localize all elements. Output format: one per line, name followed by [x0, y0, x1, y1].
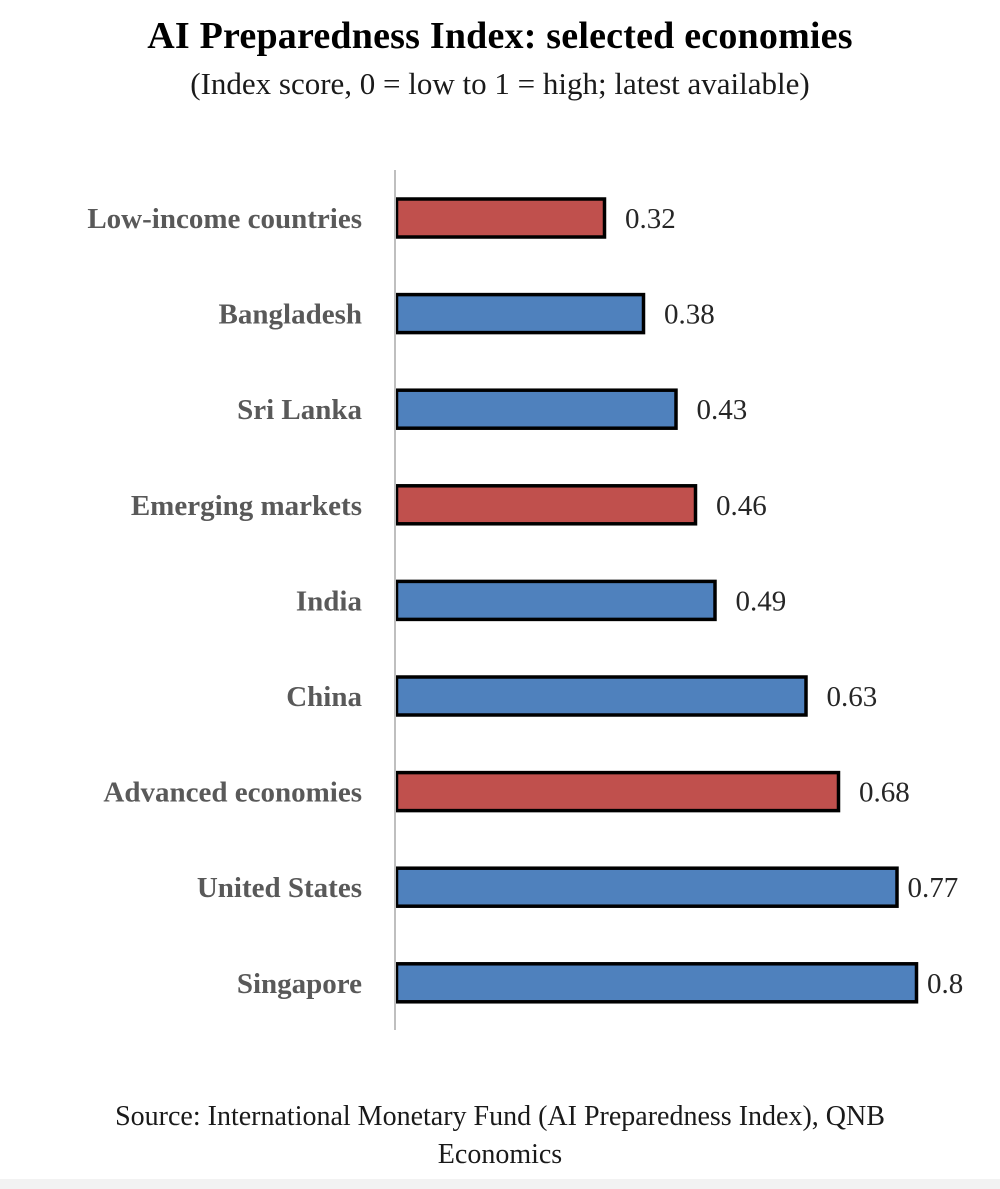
bar-6 — [394, 770, 841, 813]
value-label-5: 0.63 — [827, 681, 878, 713]
category-label-5: China — [286, 681, 362, 713]
value-label-1: 0.38 — [664, 299, 715, 331]
value-label-8: 0.8 — [927, 968, 963, 1000]
value-label-0: 0.32 — [625, 203, 676, 235]
category-label-8: Singapore — [237, 968, 362, 1000]
bar-4 — [394, 579, 717, 622]
value-label-4: 0.49 — [736, 585, 787, 617]
category-label-7: United States — [197, 872, 362, 904]
bar-1 — [394, 292, 646, 335]
bars-layer: Low-income countries 0.32 Bangladesh 0.38 Sr… — [87, 197, 963, 1004]
chart-source: Source: International Monetary Fund (AI … — [0, 1098, 1000, 1174]
bar-2 — [394, 388, 678, 430]
bar-7 — [394, 866, 899, 908]
value-label-7: 0.77 — [908, 872, 959, 904]
bar-chart-plot: Low-income countries 0.32 Bangladesh 0.38 Sr… — [87, 170, 963, 1030]
value-label-3: 0.46 — [716, 490, 767, 522]
bar-0 — [394, 197, 607, 239]
chart-title: AI Preparedness Index: selected economie… — [147, 15, 853, 57]
source-line-2: Economics — [437, 1139, 563, 1170]
source-line-1: Source: International Monetary Fund (AI … — [115, 1101, 885, 1132]
category-label-3: Emerging markets — [131, 490, 362, 522]
bar-5 — [394, 675, 808, 717]
chart-subtitle: (Index score, 0 = low to 1 = high; lates… — [190, 66, 810, 101]
bar-8 — [394, 962, 919, 1004]
category-label-1: Bangladesh — [219, 299, 362, 331]
category-label-0: Low-income countries — [87, 203, 362, 235]
category-label-6: Advanced economies — [103, 777, 362, 809]
category-label-4: India — [296, 585, 363, 617]
bar-3 — [394, 484, 698, 526]
value-label-6: 0.68 — [859, 777, 910, 809]
value-label-2: 0.43 — [697, 394, 748, 426]
category-label-2: Sri Lanka — [237, 394, 362, 426]
